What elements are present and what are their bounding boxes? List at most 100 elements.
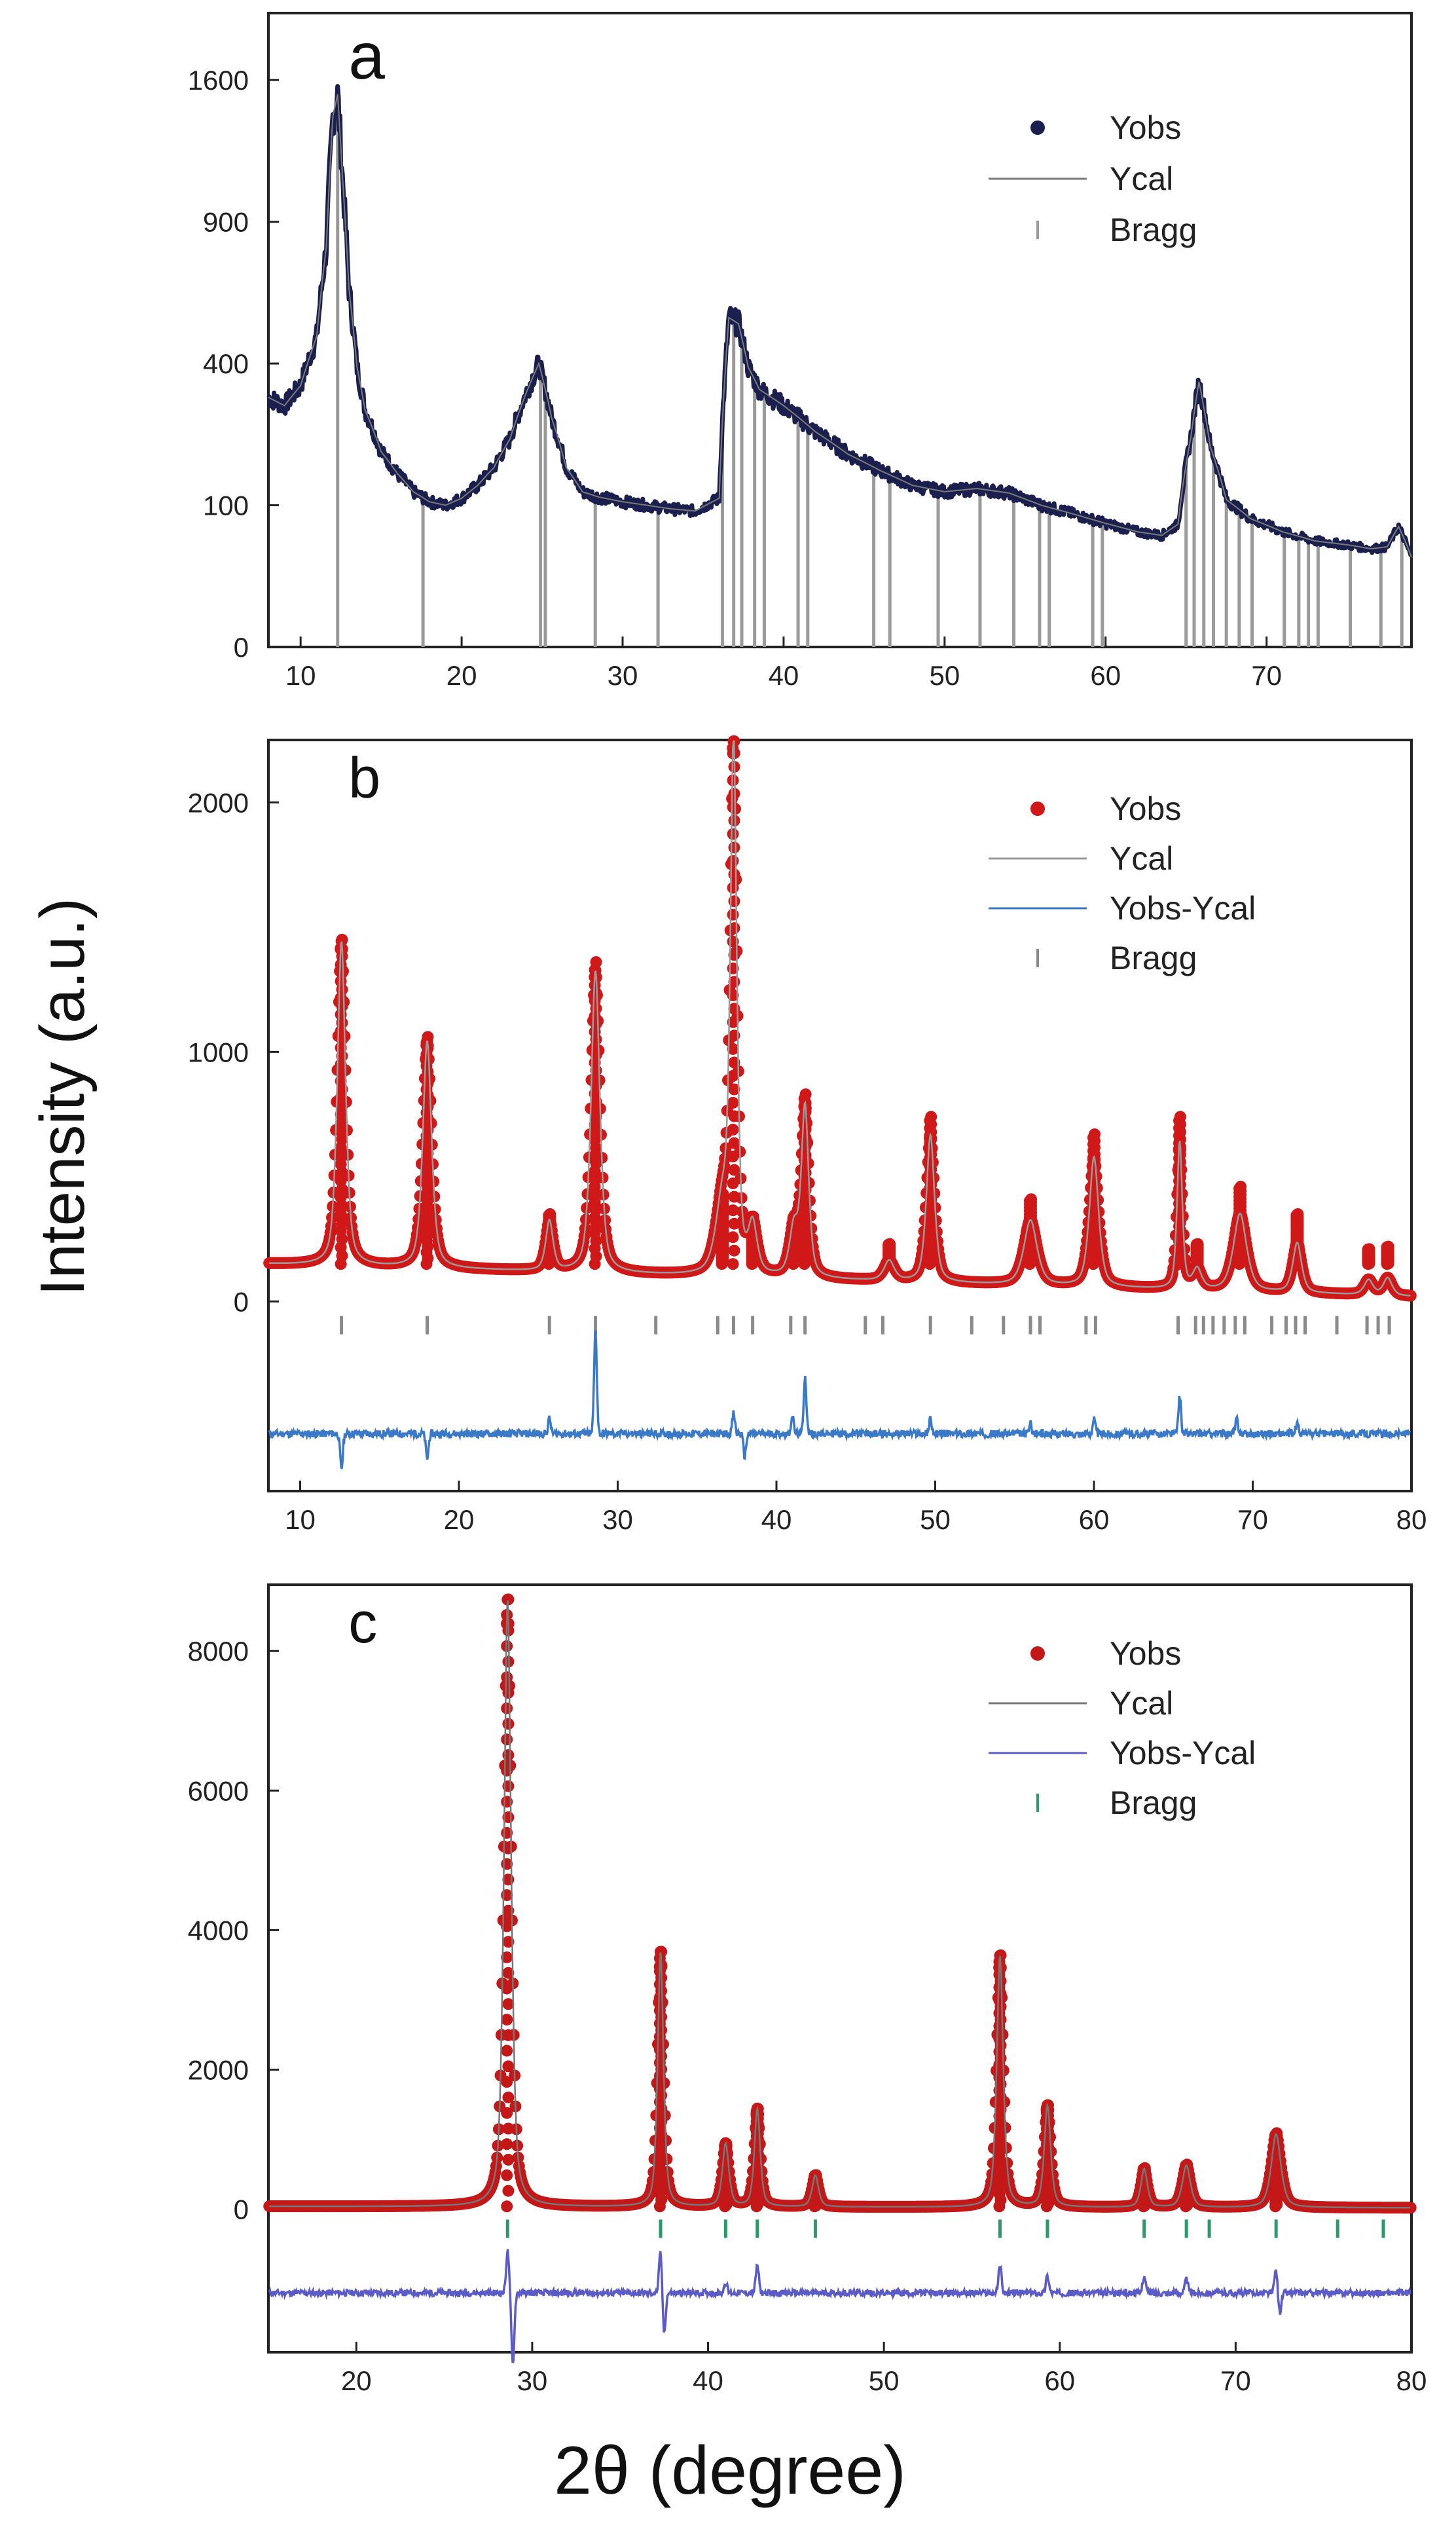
legend-swatch-yobs	[1030, 1646, 1045, 1661]
legend-label: Bragg	[1110, 1784, 1197, 1821]
yobs-point	[502, 2029, 515, 2041]
yobs-point	[728, 868, 740, 881]
legend-label: Bragg	[1110, 940, 1197, 976]
yobs-point	[590, 956, 602, 969]
yobs-point	[727, 1258, 739, 1270]
yobs-point	[502, 1749, 515, 1762]
x-tick-label: 40	[769, 660, 799, 691]
yobs-point	[728, 1244, 740, 1257]
yobs-point	[502, 2091, 515, 2103]
yobs-point	[728, 1217, 740, 1230]
x-tick-label: 40	[761, 1504, 792, 1535]
series-yobs	[263, 1593, 1417, 2214]
yobs-point	[728, 841, 740, 854]
yobs-point	[544, 1208, 556, 1220]
yobs-point	[728, 1191, 740, 1203]
yobs-point	[727, 1231, 739, 1244]
x-tick-label: 10	[285, 660, 316, 691]
yobs-point	[502, 2122, 515, 2135]
yobs-point	[727, 801, 739, 813]
yobs-point	[1089, 1128, 1101, 1141]
legend-label: Bragg	[1110, 212, 1197, 248]
x-tick-label: 10	[285, 1504, 316, 1535]
yobs-point	[728, 815, 740, 827]
panel-a-frame	[267, 12, 1413, 648]
x-tick-label: 30	[517, 2365, 548, 2396]
series-yobs	[266, 84, 1413, 558]
panel-label-c: c	[348, 1590, 377, 1655]
yobs-point	[501, 2076, 513, 2088]
yobs-point	[727, 881, 739, 894]
yobs-point	[728, 1164, 740, 1176]
panel-a: 10 20 30 40 50 60 70 0 100 400 900 1600 a Yobs Ycal Bra…	[188, 12, 1413, 691]
x-tick-label: 80	[1396, 1504, 1427, 1535]
series-ycal	[268, 94, 1412, 558]
yobs-point	[502, 2154, 515, 2166]
panel-c: 20 30 40 50 60 70 80 0 2000 4000 6000 8000 c Yobs Ycal…	[188, 1583, 1427, 2396]
y-tick-label: 1000	[188, 1037, 249, 1067]
yobs-point	[884, 1238, 896, 1250]
y-tick-label: 100	[203, 490, 249, 521]
legend-swatch-yobs	[1030, 120, 1045, 135]
panel-b: 10 20 30 40 50 60 70 80 0 1000 2000 b Yobs Ycal Yobs-Y…	[188, 735, 1427, 1535]
x-tick-label: 70	[1237, 1504, 1268, 1535]
legend-label: Yobs	[1110, 1635, 1181, 1672]
x-tick-label: 60	[1079, 1504, 1110, 1535]
yobs-point	[1174, 1111, 1186, 1123]
yobs-point	[727, 1177, 739, 1190]
figure-x-axis-label: 2θ (degree)	[554, 2433, 906, 2509]
yobs-point	[727, 1097, 739, 1109]
yobs-point	[1292, 1208, 1304, 1220]
legend-label: Yobs	[1110, 109, 1181, 146]
y-tick-label: 900	[203, 207, 249, 238]
yobs-point	[501, 2200, 513, 2213]
yobs-point	[502, 2185, 515, 2197]
y-tick-label: 2000	[188, 787, 249, 818]
series-yobs-ycal	[268, 2249, 1411, 2363]
figure-y-axis-label: Intensity (a.u.)	[27, 898, 98, 1296]
legend-swatch-yobs	[1030, 802, 1045, 816]
yobs-point	[502, 2060, 515, 2073]
yobs-point	[925, 1111, 937, 1123]
yobs-point	[728, 1137, 740, 1149]
x-tick-label: 30	[602, 1504, 633, 1535]
legend-label: Yobs	[1110, 790, 1181, 827]
yobs-point	[501, 2107, 513, 2119]
x-tick-label: 60	[1090, 660, 1121, 691]
x-tick-label: 60	[1044, 2365, 1075, 2396]
series-ycal	[269, 1600, 1411, 2209]
legend-label: Ycal	[1110, 840, 1173, 877]
yobs-point	[727, 1204, 739, 1217]
yobs-point	[727, 1124, 739, 1136]
panel-label-a: a	[348, 20, 385, 93]
yobs-point	[501, 1733, 513, 1746]
legend-label: Ycal	[1110, 160, 1173, 197]
panel-b-frame	[267, 739, 1413, 1492]
series-yobs-ycal	[268, 1330, 1411, 1469]
yobs-point	[1025, 1193, 1037, 1206]
y-tick-label: 4000	[188, 1915, 249, 1946]
y-tick-label: 0	[234, 1286, 249, 1317]
yobs-point	[502, 1687, 515, 1699]
y-tick-label: 0	[234, 632, 249, 663]
yobs-point	[799, 1088, 812, 1101]
x-tick-label: 70	[1251, 660, 1282, 691]
x-tick-label: 50	[920, 1504, 951, 1535]
legend-label: Yobs-Ycal	[1110, 1735, 1256, 1771]
yobs-point	[1192, 1238, 1204, 1250]
x-tick-label: 20	[444, 1504, 475, 1535]
yobs-point	[501, 2044, 513, 2057]
yobs-point	[501, 2169, 513, 2181]
yobs-point	[1235, 1181, 1247, 1193]
y-tick-label: 1600	[188, 65, 249, 96]
yobs-point	[501, 1702, 513, 1714]
yobs-point	[502, 1718, 515, 1730]
yobs-point	[501, 2138, 513, 2151]
x-tick-label: 20	[341, 2365, 372, 2396]
y-tick-label: 400	[203, 348, 249, 379]
yobs-point	[1382, 1240, 1394, 1253]
panel-label-b: b	[348, 745, 380, 810]
x-tick-label: 20	[446, 660, 477, 691]
y-tick-label: 0	[234, 2194, 249, 2225]
